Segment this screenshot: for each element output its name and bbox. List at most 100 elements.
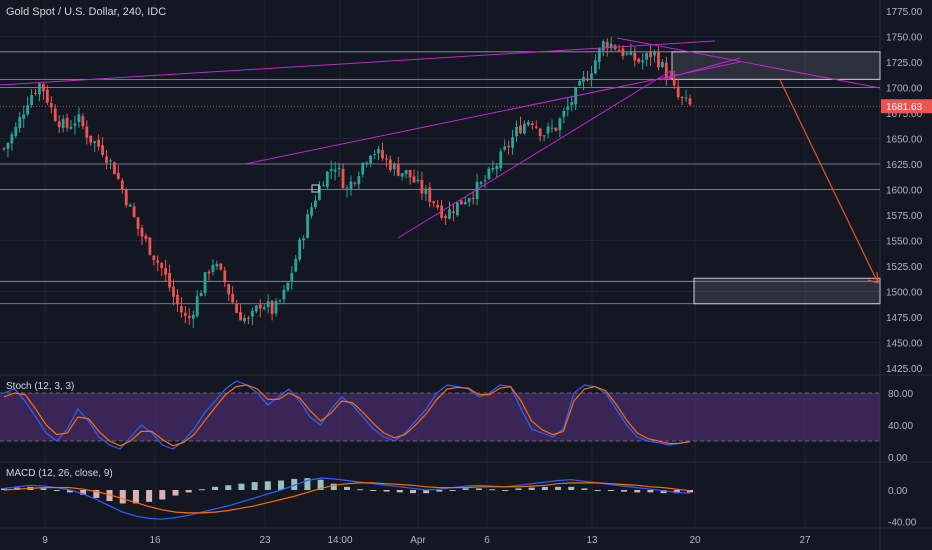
price-tick-label: 1500.00 — [886, 288, 923, 299]
time-axis[interactable]: 9 16 23 14:00 Apr 6 13 20 27 — [42, 535, 811, 546]
candle-body — [57, 121, 61, 128]
candle-body — [381, 149, 384, 159]
candle-body — [629, 51, 633, 55]
candle-body — [89, 135, 93, 143]
candle-body — [566, 106, 570, 110]
candle-body — [558, 118, 562, 131]
candle-body — [503, 146, 507, 150]
macd-tick-label: -40.00 — [888, 518, 917, 529]
time-tick-label: 14:00 — [327, 535, 352, 546]
candle-body — [10, 134, 14, 144]
last-price-badge — [881, 99, 932, 114]
trendline-drawings[interactable] — [0, 37, 881, 284]
target-zone-1[interactable] — [693, 277, 881, 305]
candle-body — [101, 145, 104, 155]
candle-body — [85, 126, 89, 138]
candle-body — [168, 272, 171, 288]
candle-body — [318, 185, 321, 200]
candle-body — [483, 180, 487, 182]
target-zone-0[interactable] — [671, 51, 881, 80]
candle-body — [156, 260, 160, 263]
trendline-4[interactable] — [659, 57, 741, 81]
macd-histogram-bar — [489, 489, 496, 491]
candle-body — [219, 263, 223, 270]
trendline-3[interactable] — [616, 37, 881, 89]
macd-histogram-bar — [581, 488, 588, 490]
candle-body — [61, 119, 65, 128]
candle-body — [164, 268, 168, 275]
candle-body — [452, 211, 455, 214]
price-tick-label: 1650.00 — [886, 135, 923, 146]
macd-histogram-bar — [1, 488, 7, 490]
candle-body — [680, 96, 684, 98]
macd-histogram-bar — [555, 486, 562, 490]
stoch-band — [0, 393, 880, 441]
candle-body — [152, 255, 156, 260]
time-tick-label: 27 — [799, 535, 811, 546]
target-zones[interactable] — [671, 51, 881, 305]
macd-histogram-bar — [660, 490, 667, 494]
price-axis[interactable]: 1775.00 1750.00 1725.00 1700.00 1675.00 1650.… — [881, 7, 932, 529]
candle-body — [140, 227, 144, 237]
macd-histogram-bar — [304, 478, 311, 490]
stoch-tick-label: 0.00 — [888, 453, 908, 464]
candle-body — [637, 58, 641, 63]
time-tick-label: 6 — [484, 535, 490, 546]
macd-histogram-bar — [502, 490, 509, 491]
candle-body — [369, 155, 373, 164]
candle-body — [105, 156, 108, 163]
candle-body — [507, 145, 511, 147]
candle-body — [286, 282, 290, 291]
candle-body — [223, 270, 227, 283]
macd-histogram-bar — [159, 490, 166, 500]
candle-body — [515, 126, 518, 137]
candle-body — [187, 316, 191, 319]
trendline-2[interactable] — [397, 69, 673, 239]
candle-body — [542, 135, 546, 137]
candle-body — [578, 80, 582, 86]
candle-body — [554, 127, 558, 131]
candle-body — [278, 300, 282, 302]
candle-body — [191, 314, 195, 319]
candle-body — [392, 163, 396, 170]
candle-body — [530, 123, 534, 126]
candle-body — [590, 73, 593, 79]
macd-histogram-bar — [344, 486, 350, 490]
candle-body — [298, 239, 302, 260]
macd-histogram-bar — [528, 487, 535, 490]
candle-body — [649, 51, 652, 58]
candle-body — [404, 170, 408, 174]
candle-body — [605, 42, 609, 49]
candle-body — [18, 117, 22, 129]
candle-body — [69, 126, 73, 129]
candle-body — [270, 301, 274, 314]
macd-histogram-bar — [462, 488, 469, 490]
marker-box[interactable] — [311, 184, 320, 193]
price-tick-label: 1775.00 — [886, 7, 923, 18]
candle-body — [534, 126, 538, 128]
candle-body — [526, 122, 530, 125]
candle-body — [333, 169, 337, 172]
macd-line — [3, 477, 691, 520]
last-price-label: 1681.63 — [886, 102, 923, 113]
macd-histogram-bar — [212, 486, 219, 490]
projection-arrow-line[interactable] — [779, 79, 879, 284]
candle-body — [361, 162, 365, 175]
macd-histogram-bar — [515, 488, 522, 490]
macd-histogram-bar — [330, 483, 337, 490]
candle-body — [653, 51, 656, 56]
candle-body — [672, 78, 676, 86]
candle-body — [396, 163, 400, 176]
price-tick-label: 1700.00 — [886, 84, 923, 95]
candle-body — [148, 237, 152, 255]
candle-body — [388, 159, 392, 171]
candle-body — [428, 187, 432, 202]
candle-body — [81, 116, 85, 127]
candle-body — [207, 271, 211, 274]
trendline-0[interactable] — [0, 40, 716, 86]
projection-arrow-head[interactable] — [867, 271, 879, 284]
candlestick-series — [2, 36, 692, 328]
candle-body — [633, 52, 637, 61]
